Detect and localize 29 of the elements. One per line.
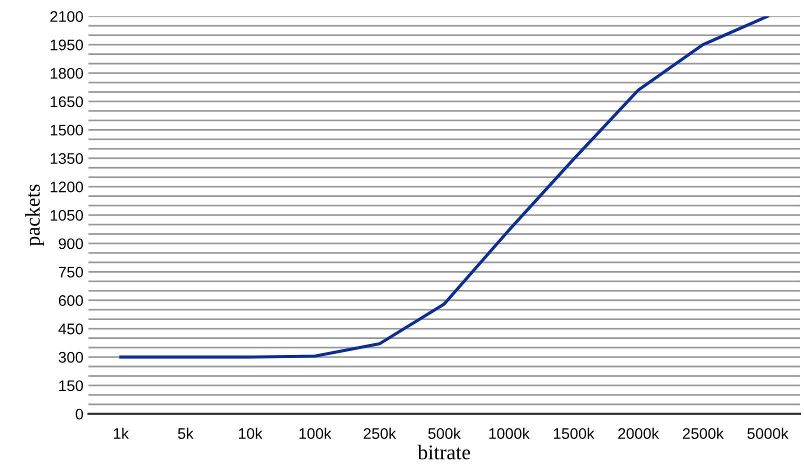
y-tick-label: 450 <box>58 324 83 334</box>
y-tick-label: 0 <box>76 408 83 420</box>
y-tick-label: 1350 <box>50 153 83 164</box>
y-tick-label: 1800 <box>50 68 83 79</box>
y-tick-label: 750 <box>58 266 83 278</box>
y-tick-label: 300 <box>58 352 83 363</box>
y-tick-label: 2100 <box>50 11 83 22</box>
x-tick-label: 2500k <box>682 428 724 439</box>
x-tick-label: 10k <box>239 428 262 439</box>
x-axis-title: bitrate <box>418 444 470 460</box>
y-tick-label: 900 <box>58 238 83 250</box>
y-tick-label: 1200 <box>50 182 83 192</box>
y-tick-label: 1950 <box>50 40 83 50</box>
y-tick-label: 1050 <box>50 210 83 221</box>
x-tick-label: 2000k <box>618 428 660 439</box>
y-tick-label: 150 <box>59 380 83 392</box>
x-tick-label: 5k <box>178 428 194 439</box>
line-series <box>119 16 770 359</box>
x-tick-label: 5000k <box>747 428 788 439</box>
x-tick-label: 100k <box>299 428 332 439</box>
x-tick-label: 1000k <box>489 428 530 439</box>
y-axis-title: packets <box>25 184 44 246</box>
y-tick-label: 1500 <box>50 124 83 136</box>
x-tick-label: 1500k <box>554 428 594 439</box>
x-tick-label: 250k <box>364 428 396 439</box>
x-tick-label: 1k <box>114 428 129 439</box>
y-tick-label: 1650 <box>50 96 83 108</box>
x-tick-label: 500k <box>428 428 461 439</box>
y-tick-label: 600 <box>58 295 83 306</box>
